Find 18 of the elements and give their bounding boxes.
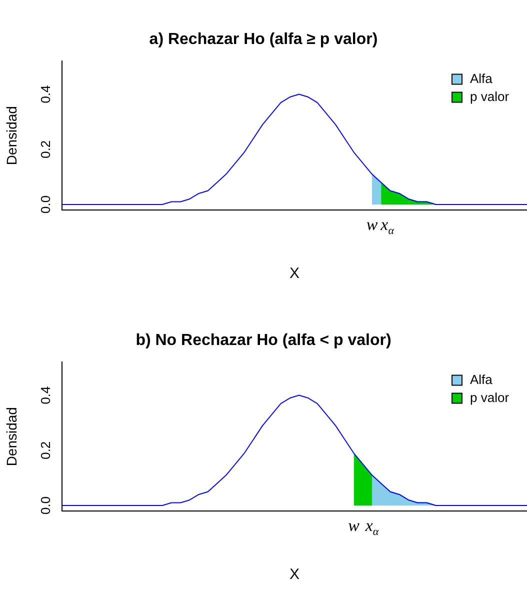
text: w [366, 215, 378, 234]
y-tick-label: 0.0 [38, 496, 54, 515]
legend-label: Alfa [470, 70, 494, 86]
y-tick-label: 0.2 [38, 140, 54, 158]
chart-title: a) Rechazar Ho (alfa ≥ p valor) [149, 31, 378, 48]
y-tick-label: 0.2 [38, 441, 54, 460]
legend-label: p valor [470, 390, 510, 405]
y-tick-label: 0.4 [38, 85, 54, 104]
y-tick-label: 0.0 [38, 195, 54, 214]
legend-label: Alfa [470, 372, 494, 387]
x-axis-title: X [289, 265, 300, 282]
y-tick-label: 0.4 [38, 386, 54, 404]
x-axis-title: X [289, 566, 300, 584]
y-axis-title: Densidad [3, 407, 20, 466]
legend-label: p valor [470, 88, 510, 104]
chart-title: b) No Rechazar Ho (alfa < p valor) [136, 332, 392, 350]
text: w [348, 516, 360, 535]
y-axis-title: Densidad [3, 106, 20, 166]
